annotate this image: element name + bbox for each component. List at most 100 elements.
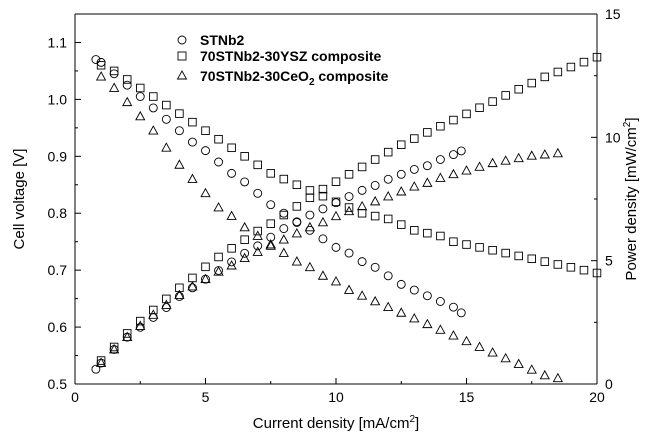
ysz-power-point (175, 283, 184, 293)
ysz-power-point (410, 134, 419, 143)
ceo2-power-point (278, 234, 289, 244)
ceo2-power-point (239, 252, 250, 263)
stnb2-power-point (435, 155, 445, 164)
ysz-voltage-point (423, 228, 432, 238)
stnb2-voltage-point (456, 308, 466, 318)
ceo2-voltage-point (435, 324, 446, 334)
ceo2-voltage-point (343, 284, 355, 294)
ceo2-power-point (487, 157, 498, 168)
ysz-power-point (514, 84, 523, 94)
ysz-power-point (201, 262, 210, 272)
ysz-voltage-point (553, 260, 563, 269)
ysz-voltage-point (109, 66, 119, 76)
stnb2-voltage-point (201, 146, 210, 156)
ceo2-voltage-point (200, 187, 211, 198)
stnb2-power-point (91, 364, 101, 374)
ceo2-power-point (474, 161, 485, 171)
ysz-voltage-point (331, 197, 341, 207)
ceo2-power-point (435, 172, 446, 182)
ceo2-voltage-point (122, 96, 133, 107)
ceo2-power-point (500, 155, 511, 165)
ysz-voltage-point (96, 60, 106, 70)
ceo2-power-point (265, 240, 276, 250)
ceo2-power-point (343, 205, 355, 216)
ticks (74, 13, 598, 385)
legend-label-ysz: 70STNb2-30YSZ composite (200, 48, 381, 64)
ysz-voltage-point (188, 117, 197, 127)
ysz-power-point (553, 67, 563, 77)
y-left-tick-label: 0.6 (48, 319, 68, 335)
ceo2-power-point (396, 186, 407, 196)
x-tick-label: 5 (202, 389, 210, 405)
y-left-tick-label: 1.1 (48, 34, 68, 50)
ysz-voltage-point (201, 126, 210, 135)
ysz-voltage-point (527, 254, 537, 264)
ceo2-power-point (304, 221, 316, 232)
ysz-power-point (501, 91, 510, 100)
ysz-voltage-point (579, 265, 589, 275)
ysz-voltage-point (540, 257, 550, 266)
ysz-power-point (436, 121, 445, 131)
y-right-tick-label: 0 (605, 376, 613, 392)
stnb2-power-point (187, 283, 197, 293)
stnb2-power-point (305, 210, 315, 220)
stnb2-voltage-point (344, 248, 354, 258)
ysz-voltage-point (501, 248, 510, 258)
ceo2-power-point (369, 195, 381, 206)
ceo2-power-point (461, 165, 472, 175)
right-y-axis-title: Power density [mW/cm2] (622, 117, 640, 280)
legend: STNb2 70STNb2-30YSZ composite 70STNb2-30… (176, 32, 389, 88)
ysz-power-point (397, 140, 406, 149)
ceo2-power-point (448, 168, 459, 179)
ysz-power-point (96, 356, 106, 365)
stnb2-voltage-point (383, 271, 393, 281)
legend-item-ceo2: 70STNb2-30CeO2 composite (176, 68, 389, 88)
ysz-voltage-point (449, 237, 458, 246)
stnb2-voltage-point (161, 114, 171, 124)
ceo2-voltage-point (252, 230, 263, 240)
ceo2-voltage-point (330, 276, 342, 286)
stnb2-voltage-point (91, 55, 101, 64)
ceo2-power-point (539, 149, 550, 159)
ceo2-voltage-point (95, 71, 107, 81)
y-left-tick-label: 0.8 (48, 205, 68, 221)
stnb2-voltage-point (266, 200, 276, 210)
ysz-power-point (227, 244, 236, 253)
ceo2-voltage-point (409, 313, 420, 323)
legend-label-ceo2: 70STNb2-30CeO2 composite (200, 68, 389, 88)
ysz-power-point (305, 193, 315, 203)
ceo2-power-point (161, 299, 172, 309)
ysz-voltage-point (514, 251, 523, 261)
stnb2-power-point (449, 150, 458, 160)
stnb2-voltage-point (122, 80, 132, 90)
ysz-power-point (240, 235, 249, 244)
ceo2-voltage-point (239, 221, 250, 232)
ysz-voltage-point (592, 268, 602, 278)
ceo2-voltage-point (317, 270, 329, 280)
ceo2-voltage-point (213, 202, 224, 212)
ysz-voltage-point (253, 160, 262, 170)
ceo2-power-point (383, 190, 394, 201)
ysz-voltage-point (436, 231, 445, 241)
stnb2-power-point (240, 248, 250, 258)
x-axis-title: Current density [mA/cm2] (253, 414, 419, 432)
y-left-tick-label: 0.5 (48, 376, 68, 392)
ceo2-power-point (317, 216, 329, 227)
ysz-voltage-point (475, 243, 484, 252)
ysz-voltage-point (344, 203, 354, 212)
ysz-power-point (162, 294, 171, 304)
ceo2-voltage-point (396, 307, 407, 317)
stnb2-voltage-point (187, 137, 197, 147)
ysz-power-point (370, 155, 380, 164)
ceo2-voltage-point (108, 82, 120, 92)
ysz-power-point (344, 170, 354, 179)
ceo2-power-point (213, 266, 224, 276)
stnb2-power-point (253, 241, 263, 251)
ysz-voltage-point (462, 240, 471, 249)
ceo2-power-point (513, 152, 524, 163)
ysz-power-point (109, 342, 119, 352)
ysz-voltage-point (240, 152, 249, 161)
stnb2-voltage-point (240, 177, 250, 187)
ysz-power-point (149, 305, 158, 315)
stnb2-voltage-point (370, 262, 380, 272)
